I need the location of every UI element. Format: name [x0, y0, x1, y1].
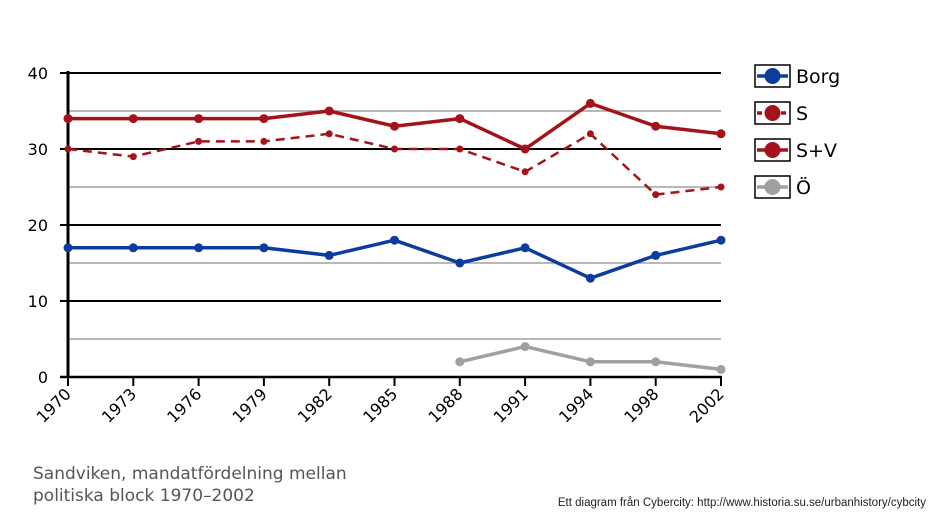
- x-tick-label: 1998: [620, 384, 662, 426]
- data-point: [520, 342, 530, 352]
- x-tick-label: 1970: [33, 384, 75, 426]
- data-point: [716, 364, 726, 374]
- data-point: [455, 258, 465, 268]
- data-point: [325, 130, 333, 138]
- y-tick-label: 40: [28, 64, 48, 83]
- data-point: [390, 121, 399, 131]
- data-point: [194, 243, 204, 253]
- data-point: [716, 129, 726, 139]
- x-tick-label: 1991: [490, 384, 532, 426]
- legend-label: Borg: [796, 66, 840, 88]
- y-tick-label: 10: [28, 292, 48, 311]
- legend-marker: [764, 105, 781, 121]
- x-tick-label: 1973: [98, 384, 140, 426]
- x-tick-label: 1985: [359, 384, 401, 426]
- x-tick-label: 1979: [229, 384, 271, 426]
- data-point: [521, 168, 529, 176]
- legend-label: S: [796, 103, 808, 125]
- source-credit: Ett diagram från Cybercity: http://www.h…: [557, 497, 926, 509]
- data-point: [390, 235, 399, 245]
- data-point: [195, 137, 203, 145]
- legend-label: S+V: [796, 140, 837, 162]
- data-point: [585, 98, 595, 108]
- legend-label: Ö: [796, 176, 811, 199]
- data-point: [259, 114, 269, 124]
- data-point: [586, 130, 594, 138]
- data-point: [717, 183, 725, 191]
- legend-item: S+V: [754, 138, 837, 162]
- x-tick-label: 2002: [686, 384, 728, 426]
- series-line: [68, 238, 722, 280]
- data-point: [63, 243, 73, 253]
- legend-marker: [764, 179, 781, 195]
- data-point: [520, 243, 530, 253]
- data-point: [520, 144, 530, 154]
- data-point: [651, 121, 661, 131]
- data-point: [259, 243, 269, 253]
- legend-marker: [764, 142, 781, 158]
- data-point: [455, 357, 465, 367]
- data-point: [391, 145, 398, 153]
- data-point: [585, 357, 595, 367]
- series-o: [455, 342, 726, 374]
- data-point: [129, 153, 137, 161]
- data-point: [260, 137, 268, 145]
- series-s-v: [63, 98, 726, 154]
- data-point: [456, 145, 464, 153]
- series-line: [67, 132, 722, 196]
- data-point: [194, 114, 204, 124]
- series-s: [64, 130, 725, 199]
- legend-item: Borg: [754, 64, 840, 88]
- data-point: [455, 114, 465, 124]
- x-tick-label: 1988: [424, 384, 466, 426]
- x-tick-label: 1976: [163, 384, 205, 426]
- y-tick-label: 20: [28, 216, 48, 235]
- y-tick-label: 30: [28, 140, 48, 159]
- data-point: [64, 145, 72, 153]
- y-tick-label: 0: [38, 368, 48, 387]
- data-point: [63, 114, 73, 124]
- x-tick-label: 1994: [555, 384, 597, 426]
- data-point: [128, 114, 138, 124]
- data-point: [652, 191, 660, 199]
- data-point: [324, 250, 334, 260]
- series-borg: [63, 235, 726, 283]
- x-tick-label: 1982: [294, 384, 336, 426]
- legend-item: Ö: [754, 175, 811, 199]
- data-point: [324, 106, 334, 116]
- legend-item: S: [754, 101, 808, 125]
- data-point: [716, 235, 726, 245]
- chart-caption: Sandviken, mandatfördelning mellan polit…: [33, 464, 347, 506]
- data-point: [128, 243, 138, 253]
- data-point: [651, 357, 661, 367]
- legend-marker: [764, 68, 781, 84]
- data-point: [651, 250, 661, 260]
- data-point: [585, 273, 595, 283]
